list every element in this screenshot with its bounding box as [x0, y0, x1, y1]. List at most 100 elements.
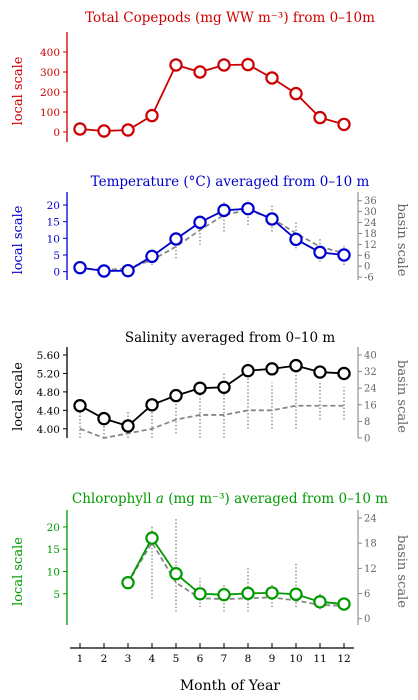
y-axis-label: local scale: [11, 205, 26, 274]
y2-tick-label: 18: [364, 539, 377, 550]
series-line: [79, 364, 345, 428]
y2-tick-label: 0: [364, 614, 370, 625]
y2-tick-label: 6: [364, 589, 370, 600]
x-tick-label: 8: [245, 653, 252, 665]
y2-tick-label: 24: [364, 514, 377, 525]
data-point: [121, 419, 135, 433]
y-tick-label: 20: [47, 200, 60, 212]
panel-3: Salinity averaged from 0–10 m 4.00 4.40 4.8…: [11, 330, 409, 445]
y-tick-label: 5.20: [37, 368, 60, 380]
data-point: [193, 587, 207, 601]
y-tick-label: 15: [47, 544, 60, 556]
panel-4: Chlorophyll a (mg m⁻³) averaged from 0–1…: [11, 491, 409, 625]
basin-series-line: [79, 209, 345, 271]
data-point: [193, 65, 207, 79]
y-tick-label: 5: [53, 589, 60, 601]
data-point: [241, 363, 255, 378]
x-tick-label: 2: [101, 653, 108, 665]
x-axis-label: Month of Year: [180, 678, 281, 694]
x-tick-label: 10: [289, 653, 302, 665]
data-point: [289, 232, 303, 247]
data-point: [145, 531, 159, 545]
data-point: [241, 586, 255, 601]
y-tick-label: 10: [47, 567, 60, 579]
y-tick-label: 4.00: [37, 424, 60, 436]
panel-2: Temperature (°C) averaged from 0–10 m 0 5 1…: [11, 174, 409, 284]
chart-title: Temperature (°C) averaged from 0–10 m: [91, 174, 370, 190]
title-part: Chlorophyll: [72, 491, 156, 507]
y2-tick-label: 32: [364, 367, 377, 378]
y-tick-label: 10: [47, 233, 60, 245]
data-point: [313, 595, 327, 609]
data-point: [265, 71, 279, 85]
y2-tick-label: 8: [364, 417, 370, 428]
data-point: [313, 110, 327, 125]
y-tick-label: 5: [53, 250, 60, 262]
y2-tick-label: 0: [364, 262, 370, 273]
data-point: [217, 380, 231, 394]
y-axis-label: local scale: [11, 537, 26, 606]
data-point: [337, 248, 351, 262]
x-tick-label: 4: [149, 653, 156, 665]
data-point: [169, 567, 183, 581]
y-tick-label: 20: [47, 522, 60, 534]
x-tick-label: 1: [77, 653, 84, 665]
series-line: [79, 207, 345, 272]
data-point: [145, 249, 159, 264]
y-tick-label: 5.60: [37, 350, 60, 362]
data-point: [337, 597, 351, 611]
series-line: [79, 63, 345, 132]
data-point: [313, 365, 327, 379]
data-point: [265, 362, 279, 376]
y-tick-label: 300: [40, 67, 60, 79]
x-tick-label: 3: [125, 653, 132, 665]
y-tick-label: 100: [40, 107, 60, 119]
title-part: a: [156, 491, 164, 507]
data-point: [289, 587, 303, 601]
y-axis-label: local scale: [11, 56, 26, 125]
y-tick-label: 4.40: [37, 405, 60, 417]
data-point: [97, 411, 111, 426]
y2-tick-label: 36: [364, 196, 377, 207]
data-point: [169, 232, 183, 246]
data-point: [121, 123, 135, 137]
y-tick-label: 15: [47, 217, 60, 229]
y2-axis-label: basin scale: [394, 535, 409, 608]
data-point: [265, 586, 279, 600]
panel-1: Total Copepods (mg WW m⁻³) from 0–10m 0 10…: [11, 10, 375, 142]
y2-axis-label: basin scale: [394, 204, 409, 277]
data-point: [289, 86, 303, 101]
data-point: [145, 108, 159, 123]
y2-tick-label: -6: [364, 273, 374, 284]
y2-tick-label: 16: [364, 400, 377, 411]
data-point: [313, 245, 327, 260]
data-point: [121, 575, 135, 590]
data-point: [193, 215, 207, 230]
y2-tick-label: 24: [364, 384, 377, 395]
y2-tick-label: 24: [364, 218, 377, 229]
y2-tick-label: 30: [364, 207, 377, 218]
data-point: [73, 122, 87, 136]
y-tick-label: 4.80: [37, 387, 60, 399]
data-point: [241, 57, 255, 72]
data-point: [193, 381, 207, 395]
chart-title: Salinity averaged from 0–10 m: [125, 330, 335, 346]
x-tick-label: 9: [269, 653, 276, 665]
basin-series-line: [79, 404, 344, 439]
data-point: [265, 212, 279, 226]
data-point: [73, 399, 87, 413]
y2-tick-label: 18: [364, 229, 377, 240]
title-part: (mg m⁻³) averaged from 0–10 m: [164, 491, 388, 507]
y-tick-label: 400: [40, 47, 60, 59]
data-point: [169, 58, 183, 72]
y-tick-label: 0: [53, 127, 60, 139]
chart-title: Total Copepods (mg WW m⁻³) from 0–10m: [85, 10, 375, 26]
series-line: [127, 536, 345, 605]
y2-tick-label: 6: [364, 251, 370, 262]
x-tick-label: 6: [197, 653, 204, 665]
data-point: [169, 388, 183, 403]
x-axis: 1 2 3 4 5 6 7 8 9 10 11 12: [70, 643, 354, 665]
data-point: [337, 366, 351, 381]
panels: Total Copepods (mg WW m⁻³) from 0–10m 0 10…: [11, 10, 409, 625]
